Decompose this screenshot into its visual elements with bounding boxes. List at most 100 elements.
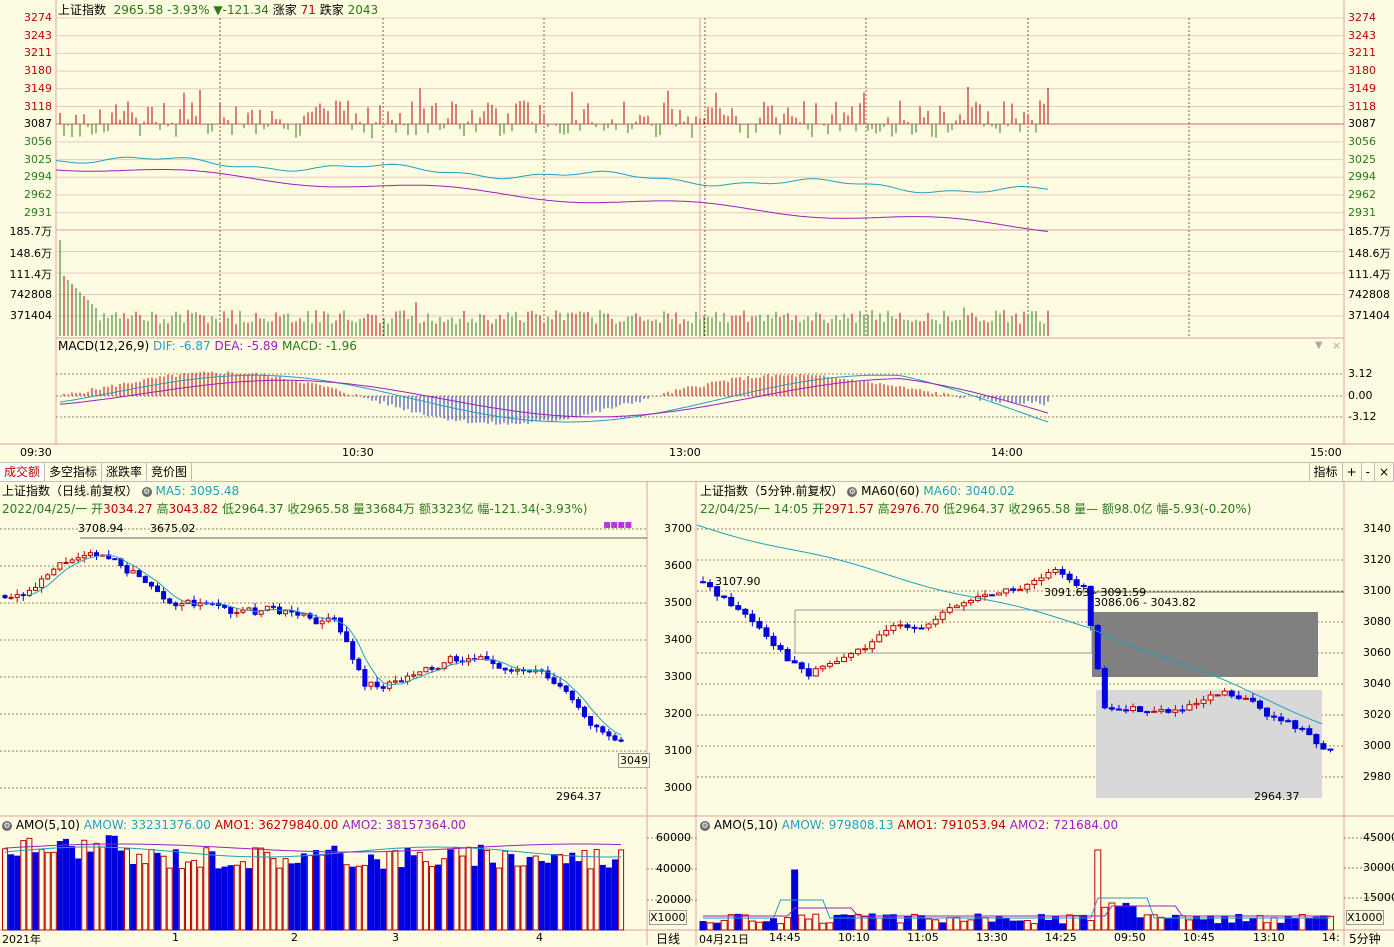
vol-axis-label: 371404 — [10, 309, 52, 322]
amo-bar — [1094, 849, 1102, 931]
daily-title: 上证指数（日线.前复权） — [2, 484, 138, 498]
candle-up — [1045, 572, 1052, 579]
close-icon[interactable]: × — [1332, 339, 1342, 352]
daily-vol-label: 量 — [352, 502, 365, 516]
tab-auction[interactable]: 竞价图 — [147, 463, 193, 481]
macd-axis-label: 3.12 — [1348, 367, 1373, 380]
amo1-line — [4, 846, 622, 858]
left-axis-label: 2994 — [24, 170, 52, 184]
candle-down — [112, 558, 118, 561]
candle-down — [582, 706, 587, 717]
amo-bar — [911, 913, 918, 931]
candle-up — [1193, 702, 1200, 706]
y-axis-label: 3200 — [664, 707, 692, 720]
x-axis-label: 09:50 — [1114, 931, 1146, 944]
candle-down — [1249, 697, 1256, 702]
amo-bar — [896, 922, 904, 931]
gear-icon[interactable]: ⚙ — [2, 820, 12, 831]
candle-down — [1271, 715, 1278, 718]
candle-down — [374, 681, 380, 688]
more-icon[interactable]: ▪▪▪▪ — [603, 517, 633, 531]
amo-bar — [410, 855, 417, 931]
amo-bar — [148, 849, 155, 931]
amo-bar — [1066, 914, 1074, 931]
remove-button[interactable]: - — [1362, 463, 1375, 481]
candle-down — [167, 598, 173, 604]
intraday-chart[interactable]: 上证指数 2965.58 -3.93% ▼-121.34 涨家 71 跌家 20… — [0, 0, 1394, 462]
five-minute-chart[interactable]: 上证指数（5分钟.前复权） ⚙ MA60(60) MA60: 3040.02 2… — [697, 481, 1394, 946]
candle-up — [1017, 588, 1024, 591]
amo-bar — [587, 868, 594, 931]
candle-down — [742, 608, 749, 615]
candle-down — [1059, 569, 1066, 575]
amo-bar — [819, 922, 827, 931]
amo-bar — [136, 853, 143, 931]
amo-bar — [154, 852, 161, 931]
daily-period[interactable]: 日线 — [656, 932, 681, 946]
macd-axis-label: -3.12 — [1348, 410, 1377, 423]
amo-bar — [508, 854, 515, 931]
amo-bar — [593, 849, 600, 931]
candle-down — [1179, 709, 1186, 712]
daily-open-label: 开 — [91, 502, 104, 516]
gear-icon[interactable]: ⚙ — [847, 486, 858, 497]
candle-down — [1299, 727, 1306, 730]
candle-up — [1172, 709, 1179, 713]
amo-bar — [1073, 914, 1081, 931]
amo-bar — [575, 861, 582, 931]
right-axis-label: 3118 — [1348, 99, 1376, 113]
daily-amo2: AMO2: 38157364.00 — [342, 818, 466, 832]
amo-bar — [75, 858, 82, 931]
amo-bar — [612, 859, 618, 931]
add-button[interactable]: + — [1343, 463, 1362, 481]
amo-bar — [422, 861, 429, 931]
tab-long-short[interactable]: 多空指标 — [45, 463, 103, 481]
amo-bar — [1108, 902, 1116, 931]
index-title: 上证指数 — [58, 3, 107, 17]
candle-up — [953, 605, 960, 609]
m5-period[interactable]: 5分钟 — [1349, 932, 1381, 946]
candle-up — [1200, 699, 1207, 704]
gear-icon[interactable]: ⚙ — [700, 820, 710, 831]
left-axis-label: 3211 — [24, 46, 52, 60]
candle-up — [405, 675, 411, 682]
candle-up — [939, 611, 946, 620]
m5-high-label: 高 — [877, 502, 890, 516]
tab-amount[interactable]: 成交额 — [0, 463, 46, 481]
right-axis-label: 3243 — [1348, 28, 1376, 42]
candle-down — [350, 641, 356, 660]
gear-icon[interactable]: ⚙ — [141, 486, 152, 497]
amo-bar — [288, 863, 295, 931]
m5-amow: AMOW: 979808.13 — [781, 818, 894, 832]
candle-down — [989, 594, 996, 597]
candle-down — [155, 585, 160, 593]
m5-mid-note-2: 3086.06 - 3043.82 — [1094, 596, 1196, 609]
amo-bar — [63, 838, 69, 931]
candle-down — [918, 627, 925, 630]
amo-bar — [69, 846, 76, 931]
candle-up — [841, 656, 847, 663]
amo-bar — [459, 855, 466, 931]
amo-bar — [246, 868, 252, 931]
candle-up — [283, 610, 289, 615]
amo-bar — [563, 863, 570, 931]
indicator-button[interactable]: 指标 — [1308, 463, 1343, 481]
candle-down — [1327, 748, 1334, 751]
tab-adv-decl[interactable]: 涨跌率 — [102, 463, 148, 481]
candle-down — [569, 690, 575, 701]
close-panel-button[interactable]: × — [1375, 463, 1394, 481]
time-label: 13:00 — [669, 446, 701, 459]
left-axis-label: 2931 — [24, 205, 52, 219]
candle-down — [313, 617, 319, 625]
collapse-icon[interactable]: ▼ — [1315, 340, 1323, 351]
amo-bar — [56, 841, 63, 931]
y-axis-label: 3060 — [1363, 646, 1391, 659]
daily-open: 3034.27 — [103, 502, 153, 516]
candle-up — [996, 592, 1003, 596]
candle-down — [228, 606, 234, 614]
amo-bar — [1171, 914, 1179, 931]
m5-close: 2965.58 — [1020, 502, 1071, 516]
daily-chart[interactable]: 上证指数（日线.前复权） ⚙ MA5: 3095.48 2022/04/25/一… — [0, 481, 697, 946]
price-zone-box-upper — [1092, 612, 1318, 677]
y-axis-label: 3300 — [664, 670, 692, 683]
